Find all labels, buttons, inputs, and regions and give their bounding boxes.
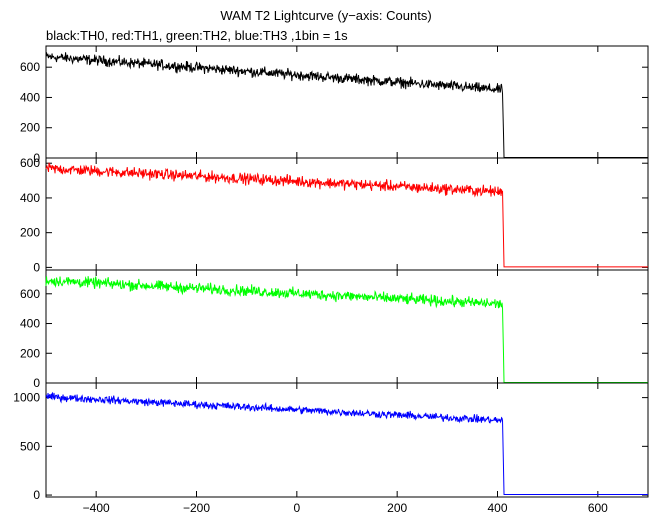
y-tick-label: 500 [20, 439, 40, 453]
x-tick-label: 0 [293, 501, 300, 515]
y-tick-label: 600 [20, 156, 40, 170]
y-tick-label: 200 [20, 346, 40, 360]
y-tick-label: 200 [20, 226, 40, 240]
x-tick-label: 200 [387, 501, 407, 515]
y-tick-label: 0 [33, 376, 40, 390]
chart-subtitle: black:TH0, red:TH1, green:TH2, blue:TH3 … [46, 28, 348, 43]
x-tick-label: 400 [487, 501, 507, 515]
chart-title: WAM T2 Lightcurve (y−axis: Counts) [220, 8, 432, 23]
panel-frame-th1 [45, 157, 649, 271]
y-tick-label: 400 [20, 191, 40, 205]
y-tick-label: 600 [20, 287, 40, 301]
y-tick-label: 1000 [13, 391, 40, 405]
y-tick-label: 0 [33, 260, 40, 274]
x-tick-label: −400 [83, 501, 110, 515]
y-tick-label: 600 [20, 60, 40, 74]
y-tick-label: 400 [20, 90, 40, 104]
series-line-th1 [45, 162, 648, 268]
y-tick-label: 200 [20, 121, 40, 135]
series-line-th0 [45, 52, 648, 159]
panel-frame-th3 [45, 382, 649, 498]
series-line-th3 [45, 391, 648, 496]
x-tick-label: 600 [588, 501, 608, 515]
x-tick-label: −200 [183, 501, 210, 515]
y-tick-label: 0 [33, 151, 40, 165]
y-tick-label: 0 [33, 488, 40, 502]
y-tick-label: 400 [20, 317, 40, 331]
series-line-th2 [45, 276, 648, 384]
